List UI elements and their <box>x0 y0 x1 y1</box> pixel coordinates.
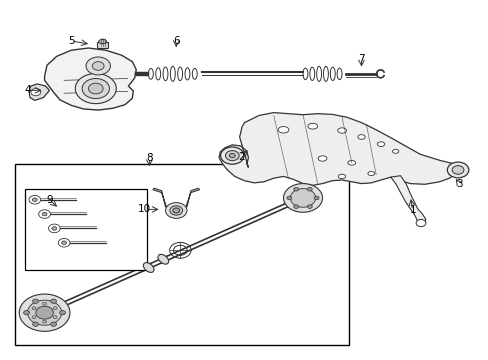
Circle shape <box>36 306 53 319</box>
Circle shape <box>19 294 70 331</box>
Circle shape <box>53 307 57 310</box>
Circle shape <box>86 57 110 75</box>
Circle shape <box>88 83 103 94</box>
Text: 9: 9 <box>46 195 53 205</box>
Text: 8: 8 <box>146 153 152 163</box>
Ellipse shape <box>392 149 398 153</box>
Circle shape <box>172 208 179 213</box>
Circle shape <box>307 188 312 191</box>
Circle shape <box>27 300 61 325</box>
Polygon shape <box>390 176 425 224</box>
Circle shape <box>290 189 315 207</box>
Circle shape <box>293 205 298 208</box>
Ellipse shape <box>367 172 374 176</box>
Circle shape <box>314 196 319 200</box>
Circle shape <box>33 299 39 303</box>
Text: 1: 1 <box>408 206 415 216</box>
Ellipse shape <box>143 262 154 273</box>
Circle shape <box>39 210 50 219</box>
Circle shape <box>169 206 182 215</box>
Text: 6: 6 <box>173 36 179 46</box>
Circle shape <box>29 195 41 204</box>
Bar <box>97 41 108 48</box>
Bar <box>15 164 348 345</box>
Circle shape <box>52 226 57 230</box>
Text: 4: 4 <box>24 85 31 95</box>
Circle shape <box>32 198 37 202</box>
Circle shape <box>220 147 244 164</box>
Text: 3: 3 <box>455 179 462 189</box>
Ellipse shape <box>307 123 317 129</box>
Circle shape <box>48 224 60 233</box>
Ellipse shape <box>337 128 346 133</box>
Ellipse shape <box>99 40 106 44</box>
Circle shape <box>51 322 57 326</box>
Circle shape <box>451 166 463 174</box>
Circle shape <box>42 302 46 305</box>
Text: 5: 5 <box>68 36 75 46</box>
Ellipse shape <box>278 127 288 133</box>
Circle shape <box>60 311 65 315</box>
Circle shape <box>51 299 57 303</box>
Circle shape <box>229 153 235 158</box>
Circle shape <box>165 203 186 219</box>
Ellipse shape <box>338 174 345 179</box>
Circle shape <box>82 78 109 99</box>
Ellipse shape <box>158 255 168 264</box>
Bar <box>25 189 147 270</box>
Ellipse shape <box>347 161 355 165</box>
Polygon shape <box>44 48 136 110</box>
Text: 2: 2 <box>238 152 245 162</box>
Circle shape <box>447 162 468 178</box>
Circle shape <box>42 212 47 216</box>
Circle shape <box>283 184 322 212</box>
Circle shape <box>293 188 298 191</box>
Circle shape <box>307 205 312 208</box>
Circle shape <box>32 316 36 319</box>
Ellipse shape <box>318 156 326 161</box>
Polygon shape <box>153 188 199 207</box>
Circle shape <box>92 62 104 70</box>
Circle shape <box>225 150 239 161</box>
Circle shape <box>23 311 29 315</box>
Polygon shape <box>29 84 49 100</box>
Circle shape <box>61 241 66 244</box>
Circle shape <box>53 316 57 319</box>
Polygon shape <box>219 113 458 185</box>
Circle shape <box>286 196 291 200</box>
Circle shape <box>58 238 70 247</box>
Circle shape <box>31 89 41 96</box>
Circle shape <box>33 322 39 326</box>
Circle shape <box>42 320 46 323</box>
Circle shape <box>415 220 425 226</box>
Ellipse shape <box>377 142 384 147</box>
Circle shape <box>32 307 36 310</box>
Ellipse shape <box>357 135 365 139</box>
Text: 7: 7 <box>358 54 364 64</box>
Circle shape <box>75 73 116 104</box>
Text: 10: 10 <box>138 204 151 215</box>
